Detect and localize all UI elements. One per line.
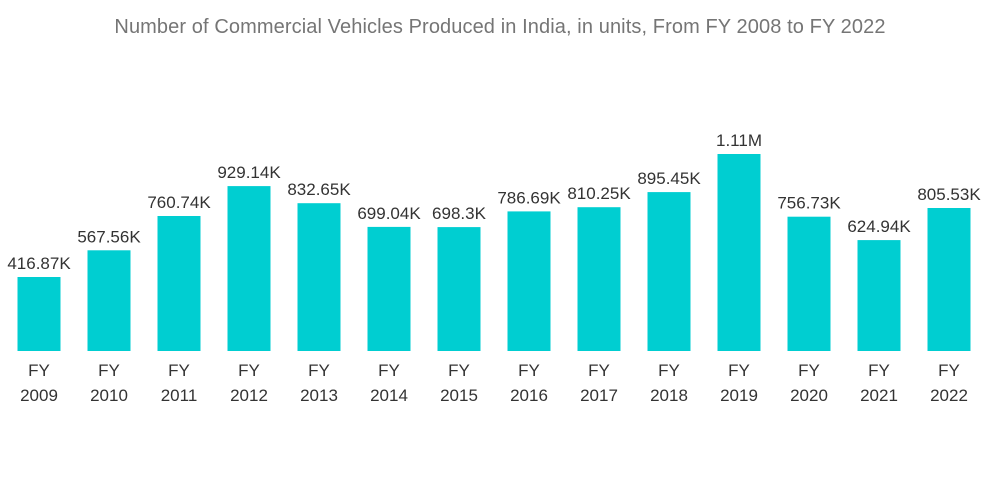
value-label: 1.11M bbox=[716, 131, 762, 150]
bar-fy-2016 bbox=[507, 211, 551, 351]
bar-fy-2011 bbox=[157, 216, 201, 351]
x-tick-label: FY 2014 bbox=[370, 361, 408, 405]
bar-fy-2018 bbox=[647, 192, 691, 351]
value-label: 567.56K bbox=[77, 227, 141, 246]
x-tick-label: FY 2017 bbox=[580, 361, 618, 405]
bar-fy-2020 bbox=[787, 216, 831, 351]
value-label: 895.45K bbox=[637, 169, 701, 188]
value-label: 416.87K bbox=[7, 254, 71, 273]
bar-fy-2015 bbox=[437, 227, 481, 351]
x-tick-label: FY 2018 bbox=[650, 361, 688, 405]
value-label: 624.94K bbox=[847, 217, 911, 236]
bar-fy-2017 bbox=[577, 207, 621, 351]
bar-fy-2019 bbox=[717, 154, 761, 351]
x-tick-label: FY 2010 bbox=[90, 361, 128, 405]
x-tick-label: FY 2021 bbox=[860, 361, 898, 405]
chart-title: Number of Commercial Vehicles Produced i… bbox=[114, 16, 886, 38]
x-tick-label: FY 2016 bbox=[510, 361, 548, 405]
value-label: 929.14K bbox=[217, 163, 281, 182]
x-tick-label: FY 2009 bbox=[20, 361, 58, 405]
value-label: 810.25K bbox=[567, 184, 631, 203]
bar-fy-2012 bbox=[227, 186, 271, 351]
value-label: 760.74K bbox=[147, 193, 211, 212]
x-tick-label: FY 2019 bbox=[720, 361, 758, 405]
bar-fy-2009 bbox=[17, 277, 61, 351]
value-label: 699.04K bbox=[357, 204, 421, 223]
bar-fy-2022 bbox=[927, 208, 971, 351]
value-label: 698.3K bbox=[432, 204, 487, 223]
x-tick-label: FY 2013 bbox=[300, 361, 338, 405]
x-tick-label: FY 2011 bbox=[161, 361, 198, 405]
bar-fy-2014 bbox=[367, 226, 411, 351]
x-tick-label: FY 2022 bbox=[930, 361, 968, 405]
x-tick-label: FY 2020 bbox=[790, 361, 828, 405]
value-label: 832.65K bbox=[287, 180, 351, 199]
bar-fy-2013 bbox=[297, 203, 341, 351]
value-label: 756.73K bbox=[777, 194, 841, 213]
value-label: 805.53K bbox=[917, 185, 981, 204]
bar-fy-2010 bbox=[87, 250, 131, 351]
x-tick-label: FY 2015 bbox=[440, 361, 478, 405]
value-label: 786.69K bbox=[497, 188, 561, 207]
x-tick-label: FY 2012 bbox=[230, 361, 268, 405]
bar-fy-2021 bbox=[857, 240, 901, 351]
